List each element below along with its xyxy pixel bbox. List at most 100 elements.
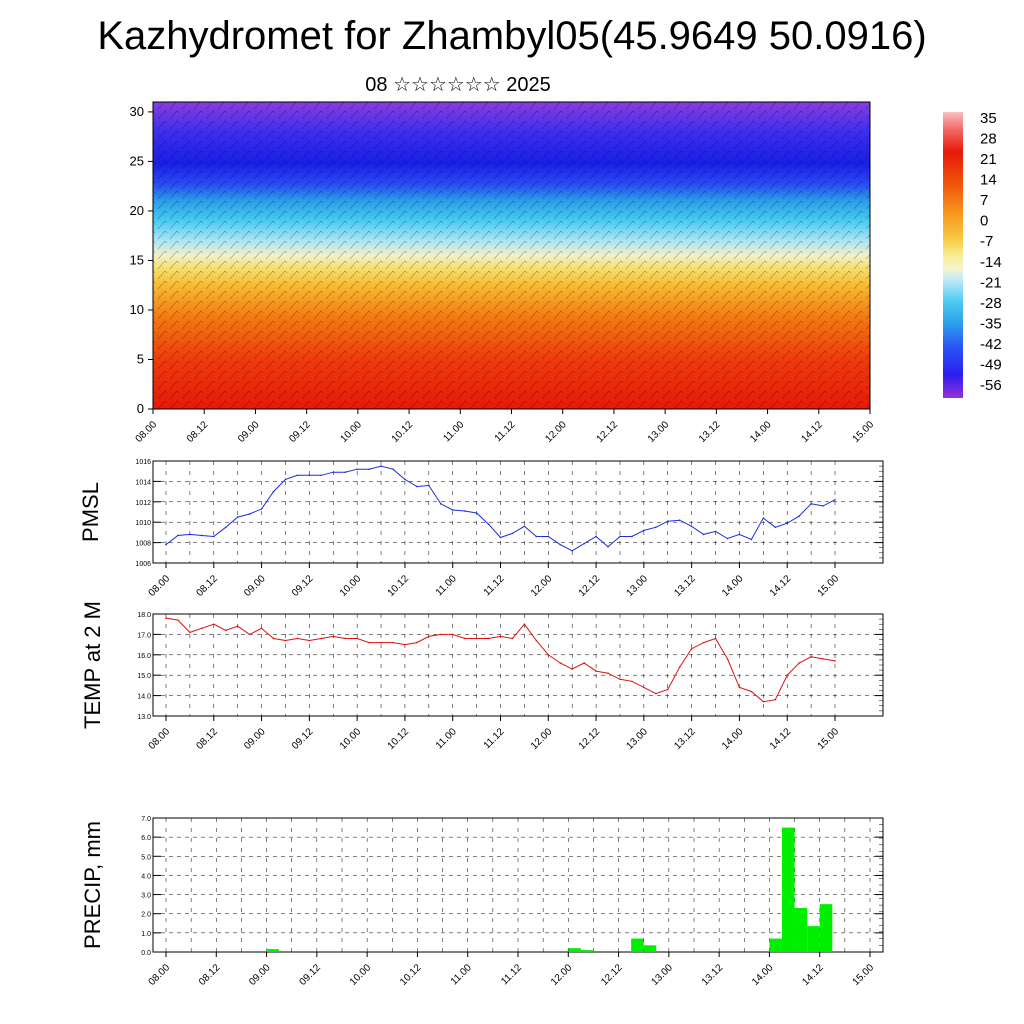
xtick-label: 15.00 (851, 962, 877, 988)
data-point (535, 535, 538, 538)
data-point (368, 468, 370, 470)
data-point (428, 484, 430, 487)
data-point (655, 692, 657, 695)
data-point (499, 536, 502, 539)
xtick-label: 12.00 (529, 573, 555, 599)
data-point (678, 519, 681, 521)
ytick-label: 18.0 (137, 612, 151, 619)
xtick-label: 08.00 (147, 962, 173, 988)
data-point (535, 639, 538, 642)
xtick-label: 08.00 (147, 573, 173, 599)
data-point (380, 465, 382, 467)
heatmap-xtick-label: 08.00 (134, 419, 160, 445)
data-point (511, 637, 514, 640)
data-point (308, 474, 311, 477)
precip-bar (580, 950, 594, 952)
data-point (786, 522, 789, 525)
xtick-label: 12.00 (549, 962, 575, 988)
xtick-label: 11.12 (482, 573, 507, 598)
data-point (236, 516, 239, 518)
vertical-grid (165, 614, 836, 716)
heatmap-xtick-label: 13.00 (646, 419, 672, 445)
precip-bar (819, 904, 833, 952)
heatmap-xtick-label: 14.12 (799, 419, 825, 445)
xtick-label: 13.00 (625, 726, 651, 752)
heatmap-xtick-label: 08.12 (185, 419, 211, 445)
xtick-label: 14.12 (800, 962, 826, 988)
xtick-label: 08.12 (197, 962, 223, 988)
data-point (738, 686, 741, 689)
data-point (177, 534, 179, 537)
temperature-panel: 13.0 14.0 15.0 16.0 17.0 18.0 08.00 08.12 09.00 0… (80, 601, 884, 752)
colorbar-label: -35 (980, 315, 1002, 332)
ytick-label: 13.0 (137, 714, 151, 721)
data-point (165, 617, 167, 619)
colorbar-label: 35 (980, 110, 997, 127)
xtick-label: 09.12 (290, 573, 316, 599)
xtick-label: 10.12 (386, 573, 412, 599)
data-point (523, 525, 526, 528)
data-point (583, 542, 585, 545)
data-point (224, 526, 227, 529)
data-point (439, 503, 442, 505)
colorbar-label: -7 (980, 233, 993, 250)
colorbar-label: 14 (980, 172, 997, 189)
xtick-label: 08.12 (194, 726, 220, 752)
heatmap-xtick-label: 12.12 (595, 419, 621, 445)
heatmap-ytick-label: 30 (130, 104, 144, 119)
data-point (320, 637, 323, 640)
xtick-label: 11.00 (434, 573, 459, 598)
ytick-label: 1.0 (141, 931, 151, 938)
xtick-label: 11.12 (482, 726, 507, 751)
panel-frame (152, 613, 884, 717)
precip-bar (568, 948, 581, 952)
data-point (750, 690, 753, 693)
xtick-label: 10.00 (338, 573, 364, 599)
data-point (439, 633, 442, 636)
xtick-label: 11.12 (499, 962, 524, 987)
ytick-label: 17.0 (137, 632, 151, 639)
vertical-grid (165, 818, 871, 952)
data-point (499, 635, 502, 638)
xtick-label: 14.12 (768, 726, 794, 752)
data-point (475, 512, 478, 514)
data-point (559, 662, 562, 664)
data-point (762, 517, 765, 519)
colorbar-label: -49 (980, 356, 1002, 373)
data-point (822, 505, 824, 507)
data-point (583, 662, 585, 664)
data-point (487, 523, 490, 526)
xtick-label: 09.12 (298, 962, 324, 988)
colorbar: 35 28 21 14 7 0 -7 -14 -21 -28 -35 -42 -49 -56 (943, 110, 1002, 398)
data-point (571, 668, 573, 670)
data-point (774, 698, 777, 701)
data-point (260, 627, 263, 630)
data-point (451, 633, 454, 636)
xtick-label: 13.00 (625, 573, 651, 599)
xtick-label: 10.12 (386, 726, 412, 752)
heatmap-ytick-label: 25 (130, 153, 144, 168)
heatmap-xtick-label: 09.12 (287, 419, 313, 445)
data-point (165, 543, 167, 546)
xtick-label: 10.00 (348, 962, 374, 988)
data-point (284, 478, 287, 481)
panel-frame (152, 460, 884, 564)
heatmap-xtick-label: 09.00 (236, 419, 262, 445)
xtick-label: 14.00 (750, 962, 776, 988)
xtick-label: 12.00 (529, 726, 555, 752)
xtick-label: 11.00 (449, 962, 474, 987)
data-point (416, 641, 418, 644)
data-point (619, 535, 621, 538)
data-point (702, 641, 705, 644)
xtick-label: 13.12 (672, 726, 698, 752)
data-point (272, 637, 275, 640)
heatmap-xtick-label: 14.00 (748, 419, 774, 445)
data-point (189, 533, 191, 536)
data-point (392, 641, 394, 644)
xtick-label: 08.00 (147, 726, 173, 752)
data-point (511, 532, 514, 535)
vertical-grid (165, 461, 836, 563)
heatmap-panel: 0 5 10 15 20 25 30 08.00 08.12 09.00 09.12 10.00 10.… (130, 101, 876, 445)
data-point (547, 535, 550, 538)
